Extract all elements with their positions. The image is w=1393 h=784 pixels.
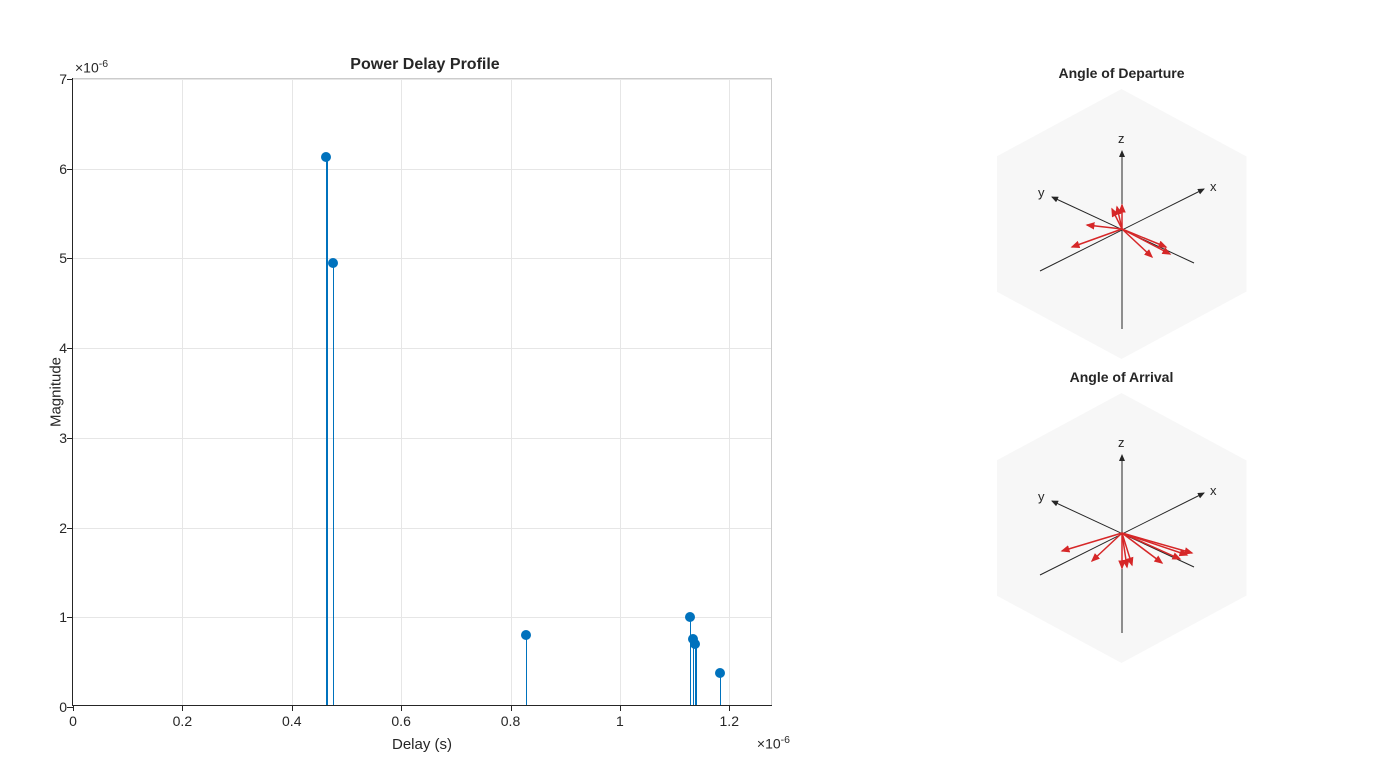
y-tick-label: 6 [47,161,67,177]
x-tick-label: 0.2 [173,713,192,729]
x-tick-label: 1 [616,713,624,729]
grid-line-horizontal [73,79,771,80]
stem-marker [690,639,700,649]
grid-line-horizontal [73,169,771,170]
aoa-panel: Angle of Arrival z x y [962,369,1282,663]
y-tick [67,258,73,259]
grid-line-horizontal [73,528,771,529]
x-tick-label: 0.6 [391,713,410,729]
y-tick-label: 2 [47,520,67,536]
aoa-3d-axes: z x y [997,393,1247,663]
aod-hexagon: z x y [997,89,1247,359]
grid-line-horizontal [73,617,771,618]
grid-line-horizontal [73,348,771,349]
x-tick-label: 0.8 [501,713,520,729]
svg-text:y: y [1038,489,1045,504]
y-tick [67,79,73,80]
x-axis-exponent: ×10-6 [757,734,790,752]
y-tick [67,528,73,529]
y-tick [67,617,73,618]
svg-text:z: z [1118,131,1125,146]
grid-line-horizontal [73,258,771,259]
grid-line-horizontal [73,438,771,439]
x-tick-label: 0.4 [282,713,301,729]
x-tick [729,705,730,711]
aod-3d-axes: z x y [997,89,1247,359]
svg-text:x: x [1210,483,1217,498]
x-tick [292,705,293,711]
stem-line [526,633,528,705]
y-axis-label: Magnitude [48,357,65,427]
aod-title: Angle of Departure [962,65,1282,81]
stem-marker [685,612,695,622]
x-tick-label: 0 [69,713,77,729]
y-tick-label: 0 [47,699,67,715]
stem-marker [321,152,331,162]
y-tick [67,169,73,170]
stem-line [695,642,697,705]
y-tick [67,707,73,708]
aoa-title: Angle of Arrival [962,369,1282,385]
svg-text:z: z [1118,435,1125,450]
grid-line-vertical [292,79,293,705]
grid-line-vertical [729,79,730,705]
x-axis-label: Delay (s) [392,736,452,753]
x-tick-label: 1.2 [720,713,739,729]
stem-line [326,155,328,705]
y-tick-label: 5 [47,250,67,266]
stem-line [690,615,692,705]
stem-marker [328,258,338,268]
x-tick [73,705,74,711]
x-tick [620,705,621,711]
svg-text:x: x [1210,179,1217,194]
chart-title: Power Delay Profile [0,56,850,74]
svg-text:y: y [1038,185,1045,200]
y-tick [67,348,73,349]
y-tick-label: 3 [47,430,67,446]
grid-line-vertical [401,79,402,705]
x-tick [182,705,183,711]
stem-line [333,261,335,705]
stem-marker [715,668,725,678]
grid-line-vertical [620,79,621,705]
chart-plot-area: Delay (s) Magnitude 00.20.40.60.811.2012… [72,78,772,706]
y-tick-label: 1 [47,609,67,625]
x-tick [401,705,402,711]
aoa-hexagon: z x y [997,393,1247,663]
stem-marker [521,630,531,640]
y-tick [67,438,73,439]
y-tick-label: 7 [47,71,67,87]
x-tick [511,705,512,711]
aod-panel: Angle of Departure z x y [962,65,1282,359]
grid-line-vertical [182,79,183,705]
grid-line-vertical [511,79,512,705]
y-tick-label: 4 [47,340,67,356]
pdp-chart-panel: ×10-6 Power Delay Profile Delay (s) Magn… [0,0,850,784]
